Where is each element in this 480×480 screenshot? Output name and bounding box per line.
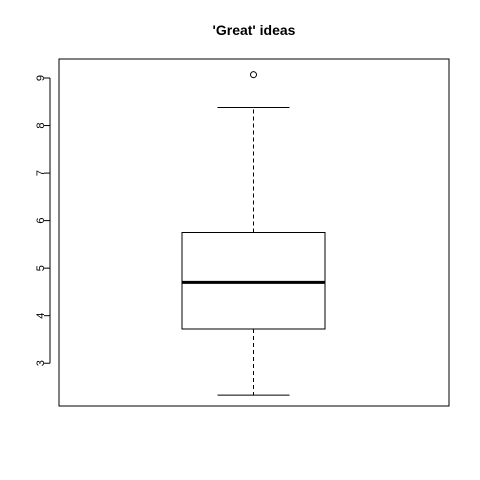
chart-title: 'Great' ideas — [213, 22, 296, 38]
y-tick-label: 3 — [35, 360, 47, 366]
y-axis: 3 4 5 6 7 8 9 — [35, 75, 51, 366]
y-tick-label: 9 — [35, 75, 47, 81]
outlier-point — [250, 71, 257, 79]
box-group — [181, 71, 326, 396]
y-tick-label: 6 — [35, 218, 47, 224]
y-tick-label: 5 — [35, 265, 47, 271]
y-tick-label: 4 — [35, 313, 47, 319]
plot-frame — [58, 58, 450, 407]
y-tick-label: 7 — [35, 170, 47, 176]
box-iqr — [181, 232, 326, 330]
y-tick-label: 8 — [35, 122, 47, 128]
